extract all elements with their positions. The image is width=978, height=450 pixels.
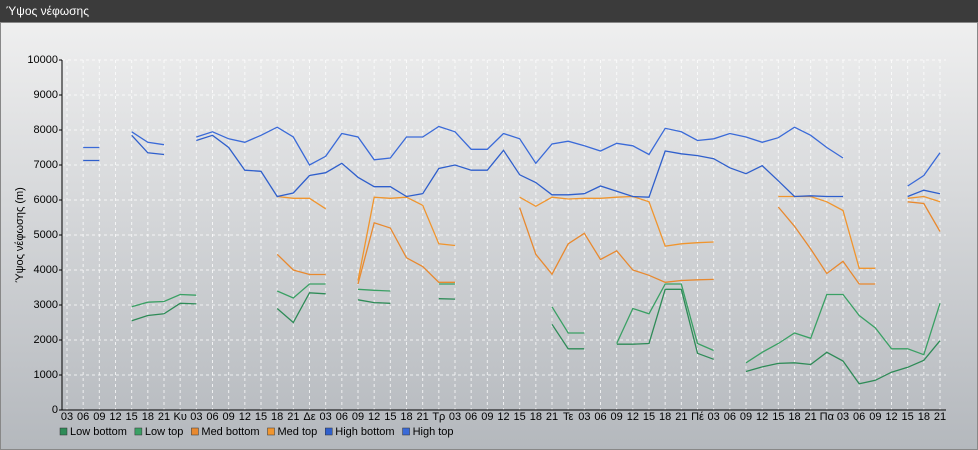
x-tick-label: 09 [611,411,623,423]
x-tick-label: 03 [190,411,202,423]
x-tick-label: 03 [708,411,720,423]
x-tick-label: 12 [627,411,639,423]
x-tick-label: 06 [465,411,477,423]
x-tick-label: 06 [724,411,736,423]
legend-swatch [59,427,68,436]
x-tick-label: 12 [756,411,768,423]
x-tick-label: 15 [514,411,526,423]
x-tick-label: 15 [255,411,267,423]
x-tick-label: 21 [287,411,299,423]
y-tick-label: 8000 [34,124,58,136]
x-tick-label: 12 [368,411,380,423]
x-tick-label: Πέ [691,411,704,423]
y-tick-label: 1000 [34,369,58,381]
x-tick-label: 21 [546,411,558,423]
y-tick-label: 5000 [34,229,58,241]
y-tick-label: 6000 [34,194,58,206]
x-tick-label: 21 [805,411,817,423]
series-line [277,195,941,281]
x-tick-label: 09 [481,411,493,423]
y-tick-label: 9000 [34,89,58,101]
x-tick-label: 03 [449,411,461,423]
series-line [131,288,941,385]
x-tick-label: 09 [223,411,235,423]
x-tick-label: 21 [158,411,170,423]
y-tick-label: 3000 [34,299,58,311]
x-tick-label: 06 [594,411,606,423]
x-tick-label: 15 [126,411,138,423]
legend-label: High top [413,426,454,438]
x-tick-label: Κυ [173,411,186,423]
x-tick-label: 12 [239,411,251,423]
x-tick-label: 06 [853,411,865,423]
series-line [83,125,941,187]
x-tick-label: 21 [675,411,687,423]
x-tick-label: Πα [820,411,835,423]
legend-swatch [134,427,143,436]
y-tick-label: 7000 [34,159,58,171]
y-tick-label: 0 [52,404,58,416]
x-tick-label: 09 [352,411,364,423]
series-line [131,283,941,364]
x-tick-label: Τε [563,411,574,423]
x-tick-label: 18 [918,411,930,423]
legend-label: Low top [145,426,184,438]
legend-swatch [325,427,333,436]
y-tick-label: 4000 [34,264,58,276]
x-tick-label: 18 [142,411,154,423]
legend-swatch [191,427,199,436]
x-tick-label: 15 [384,411,396,423]
x-tick-label: 18 [400,411,412,423]
x-tick-label: 03 [837,411,849,423]
x-tick-label: 09 [869,411,881,423]
x-tick-label: 18 [788,411,800,423]
x-tick-label: 15 [902,411,914,423]
x-tick-label: 06 [77,411,89,423]
x-tick-label: 12 [497,411,509,423]
x-tick-label: 03 [61,411,73,423]
y-axis-label: Ύψος νέφωσης (m) [14,187,26,283]
title-bar [0,0,978,22]
series-line [83,134,941,198]
x-tick-label: Δε [303,411,315,423]
x-tick-label: 18 [659,411,671,423]
x-tick-label: 21 [934,411,946,423]
x-tick-label: 06 [336,411,348,423]
x-tick-label: 09 [740,411,752,423]
legend-swatch [267,427,275,436]
x-tick-label: 15 [772,411,784,423]
x-tick-label: 18 [271,411,283,423]
y-tick-label: 2000 [34,334,58,346]
x-tick-label: 09 [93,411,105,423]
x-tick-label: 18 [530,411,542,423]
legend-label: Med top [278,426,318,438]
x-tick-label: Τρ [432,411,445,423]
x-tick-label: 15 [643,411,655,423]
series-line [276,201,941,285]
legend-swatch [402,427,410,436]
window-title: Ύψος νέφωσης [6,4,89,18]
x-tick-label: 06 [206,411,218,423]
x-tick-label: 12 [885,411,897,423]
x-tick-label: 21 [417,411,429,423]
legend-label: Low bottom [70,426,127,438]
legend-label: Med bottom [201,426,259,438]
x-tick-label: 03 [320,411,332,423]
x-tick-label: 12 [109,411,121,423]
legend-label: High bottom [335,426,394,438]
y-tick-label: 10000 [27,54,58,66]
x-tick-label: 03 [578,411,590,423]
